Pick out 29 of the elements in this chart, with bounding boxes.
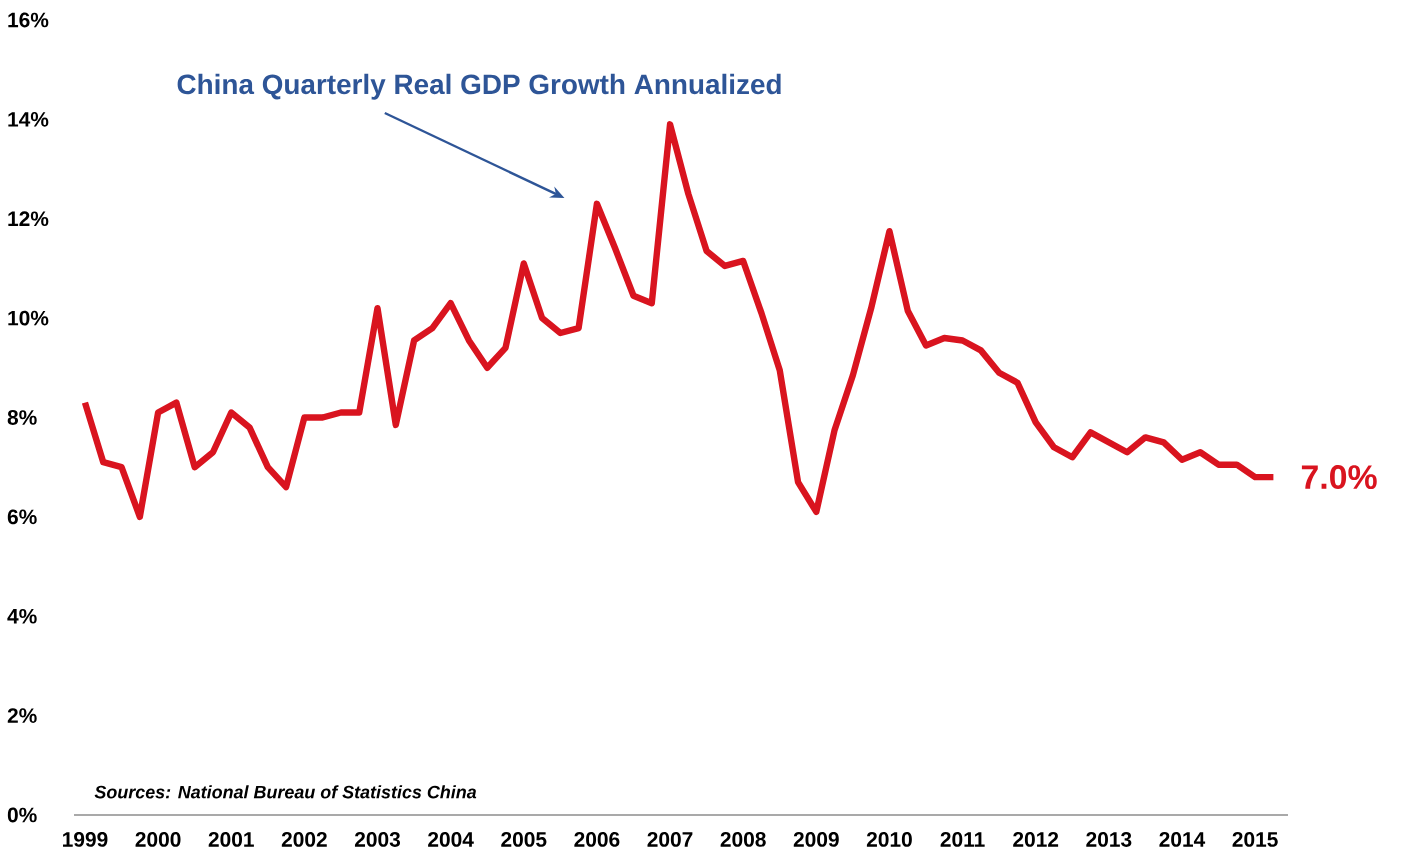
- x-tick-label: 1999: [63, 832, 108, 847]
- x-tick-label: 2002: [281, 832, 327, 847]
- y-tick-label: 2%: [7, 708, 37, 723]
- x-tick-label: 2011: [940, 832, 985, 847]
- x-tick-label: 2010: [866, 832, 912, 847]
- x-tick-label: 2007: [647, 832, 693, 847]
- x-tick-label: 2014: [1159, 832, 1206, 847]
- x-tick-label: 2000: [135, 832, 181, 847]
- y-tick-label: 14%: [8, 112, 49, 127]
- y-tick-label: 12%: [8, 211, 49, 227]
- x-tick-label: 2005: [501, 832, 547, 847]
- x-tick-label: 2015: [1232, 832, 1278, 847]
- x-tick-label: 2004: [428, 832, 474, 847]
- x-tick-label: 2006: [574, 832, 620, 847]
- y-tick-label: 6%: [7, 509, 37, 525]
- annotation: 7.0%: [1301, 465, 1377, 490]
- x-tick-label: 2008: [720, 832, 766, 847]
- x-tick-label: 2013: [1086, 832, 1132, 847]
- y-tick-label: 10%: [8, 310, 49, 326]
- x-tick-label: 2003: [354, 832, 401, 847]
- annotation: Sources: National Bureau of Statistics China: [94, 785, 477, 799]
- y-tick-label: 8%: [7, 410, 37, 425]
- x-tick-label: 2012: [1013, 832, 1059, 847]
- y-tick-label: 0%: [7, 807, 37, 823]
- text: China Quarterly Real GDP Growth Annualized: [177, 73, 781, 100]
- y-tick-label: 16%: [8, 12, 49, 28]
- y-tick-label: 4%: [7, 608, 37, 624]
- x-tick-label: 2001: [208, 832, 254, 847]
- x-tick-label: 2009: [793, 832, 839, 847]
